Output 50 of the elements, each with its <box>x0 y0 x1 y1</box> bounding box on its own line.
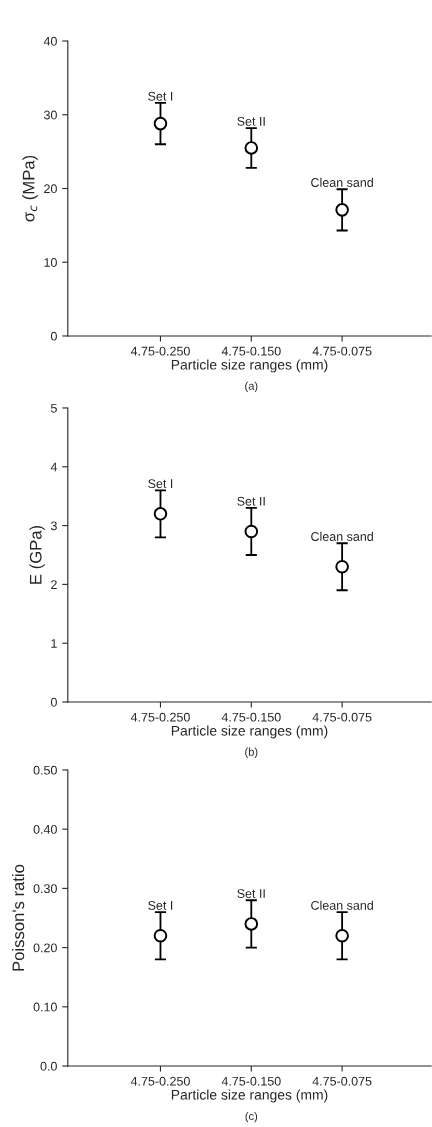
y-tick-label: 0.40 <box>33 824 57 834</box>
x-tick-label: 4.75-0.150 <box>221 346 281 356</box>
x-axis-title: Particle size ranges (mm) <box>171 1089 328 1103</box>
point <box>335 203 349 217</box>
y-tick-label: 3 <box>50 521 57 531</box>
y-tick-label: 0.0 <box>40 1061 57 1071</box>
y-tick-label: 0 <box>50 697 57 707</box>
annotation: Set II <box>237 116 265 126</box>
y-tick-label: 30 <box>43 110 57 120</box>
x-tick-label: 4.75-0.075 <box>312 712 372 722</box>
x-tick-label: 4.75-0.075 <box>312 1076 372 1086</box>
x-tick-label: 4.75-0.075 <box>312 346 372 356</box>
y-tick-label: 0.30 <box>33 884 57 894</box>
text: (a) <box>245 381 258 393</box>
annotation: Set I <box>148 91 173 101</box>
y-tick-label: 40 <box>43 36 57 46</box>
y-axis-title: E (GPa) <box>29 525 45 584</box>
point <box>244 141 259 155</box>
annotation: Set I <box>148 479 173 489</box>
text: (c) <box>245 1111 258 1123</box>
y-tick-label: 0.20 <box>33 943 57 953</box>
x-axis-title: Particle size ranges (mm) <box>171 359 328 373</box>
y-tick-label: 20 <box>44 184 57 194</box>
annotation: Set I <box>148 900 173 910</box>
point <box>335 559 349 574</box>
y-tick-label: 10 <box>44 258 57 267</box>
y-axis-title: σ$_{c}$ (MPa) <box>22 155 38 222</box>
point <box>153 116 168 131</box>
point <box>244 524 259 539</box>
annotation: Clean sand <box>311 900 373 910</box>
y-tick-label: 2 <box>51 580 57 589</box>
annotation: Set II <box>237 889 265 898</box>
y-tick-label: 0.50 <box>33 765 57 775</box>
text: (b) <box>245 747 258 758</box>
point <box>153 507 168 521</box>
y-tick-label: 5 <box>50 403 57 413</box>
x-tick-label: 4.75-0.250 <box>130 346 190 356</box>
annotation: Clean sand <box>311 177 373 187</box>
y-tick-label: 4 <box>50 462 58 472</box>
x-tick-label: 4.75-0.250 <box>130 712 190 722</box>
annotation: Set II <box>237 496 265 506</box>
y-tick-label: 1 <box>51 639 57 648</box>
x-tick-label: 4.75-0.150 <box>221 712 281 722</box>
y-axis-title: Poisson's ratio <box>11 864 25 971</box>
y-tick-label: 0 <box>50 331 57 341</box>
x-tick-label: 4.75-0.250 <box>130 1076 190 1086</box>
annotation: Clean sand <box>311 531 373 541</box>
x-axis-title: Particle size ranges (mm) <box>171 725 328 739</box>
y-tick-label: 0.10 <box>33 1002 57 1012</box>
x-tick-label: 4.75-0.150 <box>221 1076 281 1086</box>
